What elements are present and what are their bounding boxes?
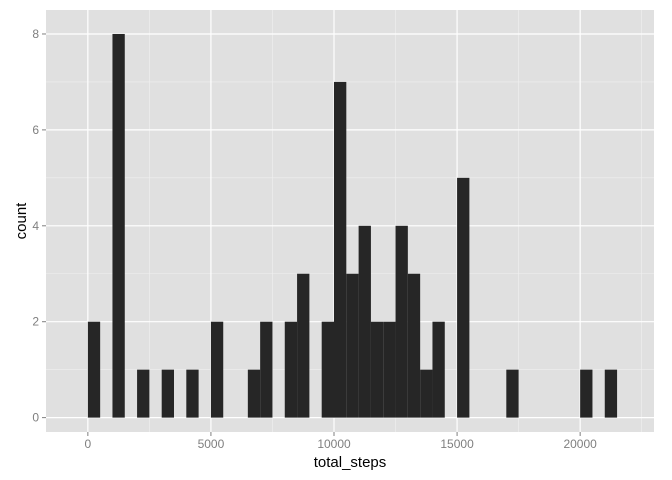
histogram-bar [210, 321, 224, 418]
x-tick-label: 5000 [198, 437, 225, 451]
histogram-bar [186, 369, 199, 418]
x-tick-label: 0 [85, 437, 92, 451]
histogram-bar [383, 321, 396, 418]
histogram-bar [346, 273, 359, 418]
histogram-bar [247, 369, 261, 418]
y-axis-title: count [13, 202, 30, 240]
histogram-bar [395, 225, 408, 418]
x-tick-label: 15000 [440, 437, 474, 451]
histogram-bar [407, 273, 421, 418]
y-tick-label: 0 [32, 411, 39, 425]
histogram-bar [432, 321, 445, 418]
histogram-bar [457, 177, 470, 418]
histogram-bar [137, 369, 150, 418]
y-tick-label: 2 [32, 315, 39, 329]
x-tick-label: 20000 [563, 437, 597, 451]
histogram-bar [161, 369, 174, 418]
y-axis-ticks: 0 2 4 6 8 [32, 27, 46, 425]
y-tick-label: 8 [32, 27, 39, 41]
histogram-bar [358, 225, 371, 418]
histogram-bar [370, 321, 384, 418]
histogram-bar [580, 369, 593, 418]
histogram-bar [506, 369, 519, 418]
histogram-bar [112, 33, 125, 418]
histogram-bars [87, 33, 618, 418]
histogram-bar [260, 321, 273, 418]
histogram-bar [604, 369, 618, 418]
histogram-bar [297, 273, 310, 418]
y-tick-label: 4 [32, 219, 39, 233]
histogram-bar [284, 321, 298, 418]
y-tick-label: 6 [32, 123, 39, 137]
histogram-bar [420, 369, 433, 418]
x-axis-ticks: 0 5000 10000 15000 20000 [85, 432, 597, 451]
x-axis-title: total_steps [314, 454, 387, 471]
histogram-bar [321, 321, 334, 418]
x-tick-label: 10000 [317, 437, 351, 451]
histogram-bar [87, 321, 101, 418]
histogram-bar [334, 81, 347, 418]
